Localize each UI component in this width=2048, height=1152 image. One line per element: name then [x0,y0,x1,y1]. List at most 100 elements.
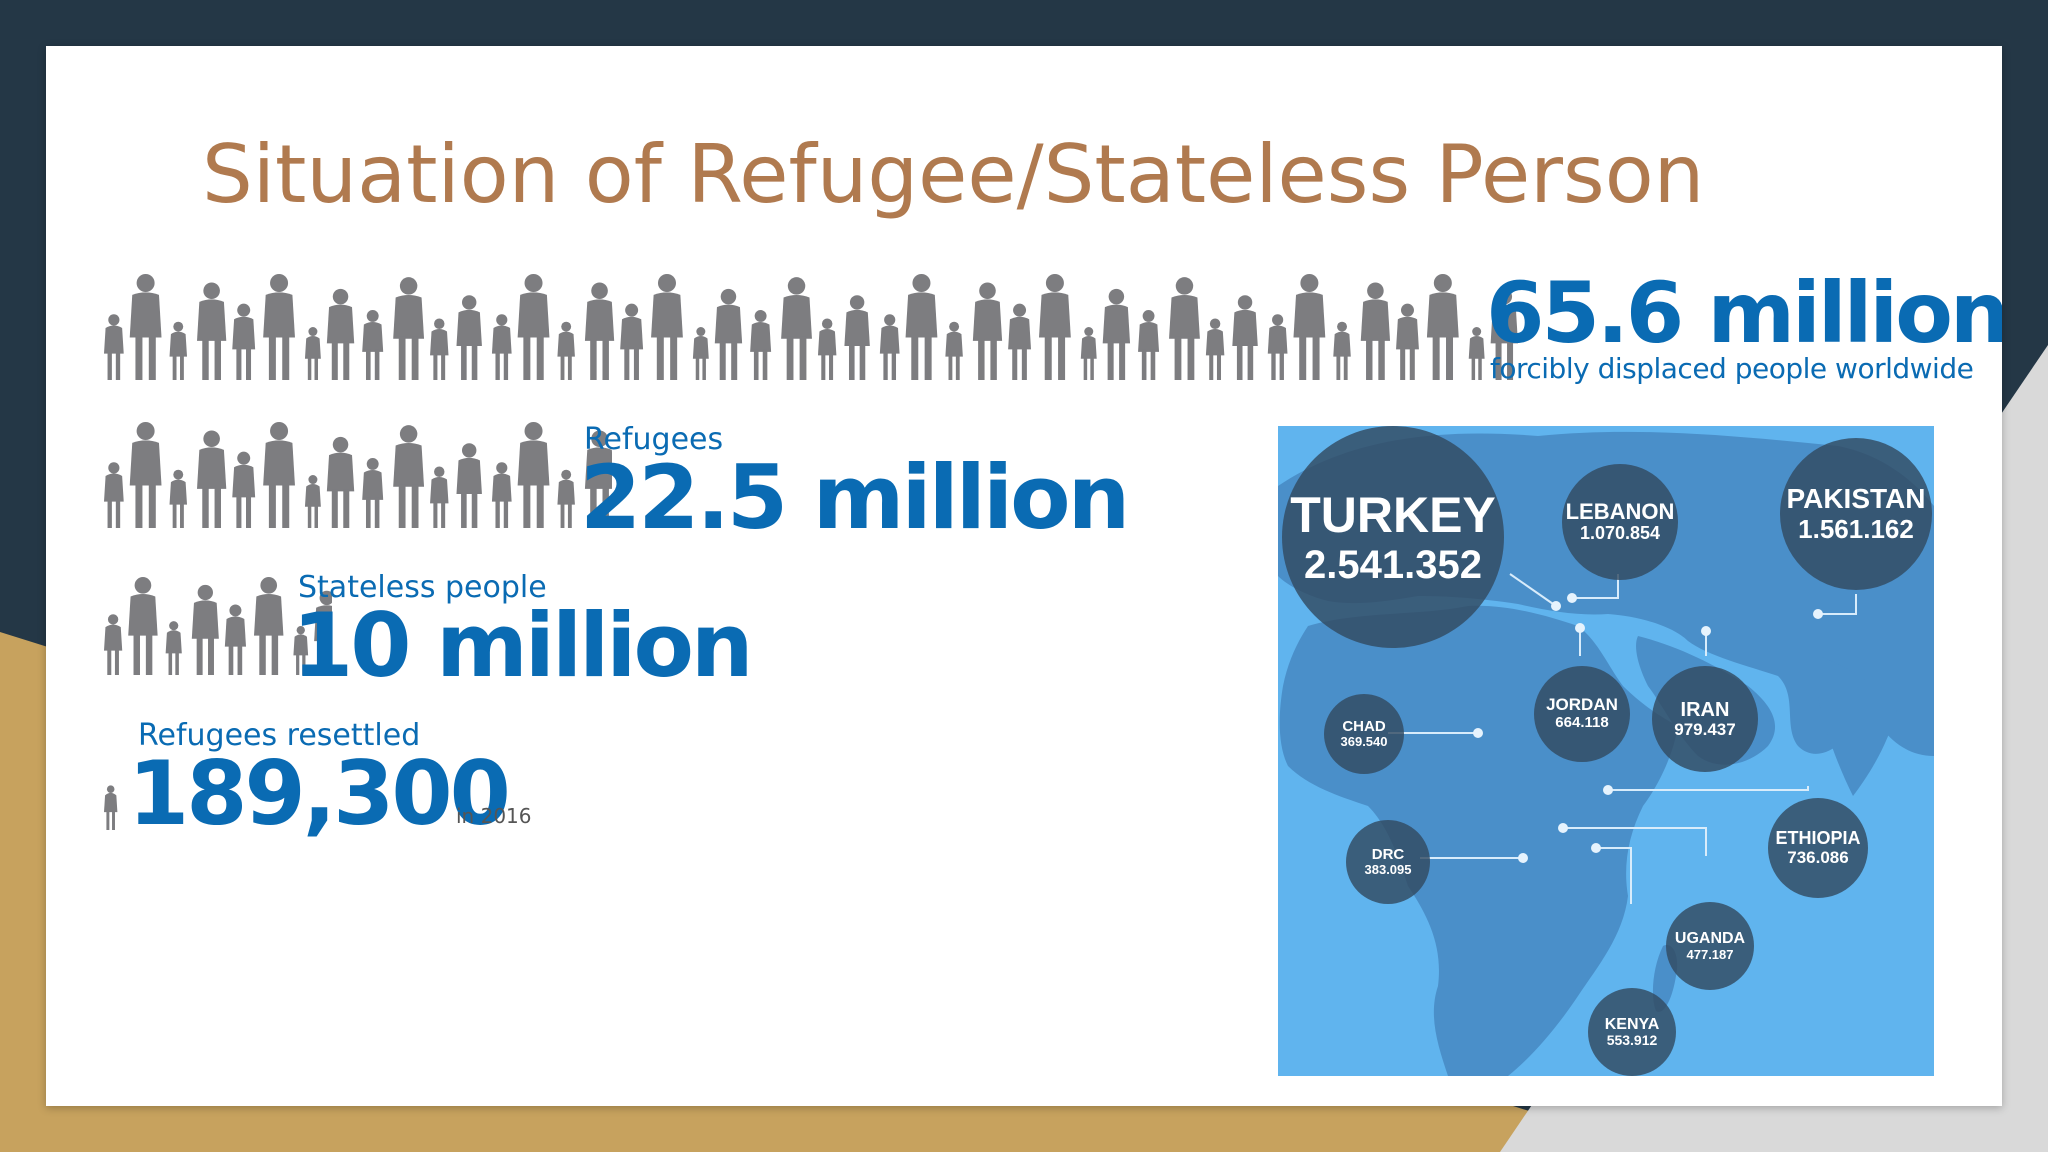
country-name: JORDAN [1546,695,1618,715]
person-silhouette-icon [169,469,188,528]
person-silhouette-icon [129,274,162,380]
person-silhouette-icon [326,436,355,528]
country-value: 553.912 [1606,1032,1658,1049]
refugees-value: 22.5 million [580,446,1130,549]
person-silhouette-icon [293,626,309,675]
country-name: IRAN [1680,698,1730,721]
person-silhouette-icon [362,310,384,380]
country-value: 383.095 [1364,862,1412,878]
country-bubble-ethiopia: ETHIOPIA 736.086 [1768,798,1868,898]
person-silhouette-icon [104,785,118,830]
country-value: 1.070.854 [1579,523,1661,544]
person-silhouette-icon [326,288,355,380]
person-silhouette-icon [584,430,612,528]
person-silhouette-icon [1039,274,1071,380]
person-silhouette-icon [1102,288,1131,380]
person-silhouette-icon [104,314,124,380]
person-silhouette-icon [1169,277,1200,380]
person-silhouette-icon [584,282,615,380]
stateless-label: Stateless people [298,570,547,605]
person-silhouette-icon [254,577,284,675]
person-silhouette-icon [263,274,295,380]
country-value: 477.187 [1686,946,1734,962]
person-silhouette-icon [129,422,162,528]
person-silhouette-icon [104,462,124,528]
country-name: UGANDA [1674,930,1746,948]
country-bubble-uganda: UGANDA 477.187 [1666,902,1754,990]
person-silhouette-icon [224,604,247,675]
person-silhouette-icon [1426,274,1459,380]
displaced-caption: forcibly displaced people worldwide [1490,352,1974,385]
people-silhouettes-row-3 [104,577,332,675]
country-name: DRC [1371,845,1405,863]
person-silhouette-icon [781,277,812,380]
person-silhouette-icon [197,430,227,528]
person-silhouette-icon [1205,318,1225,380]
person-silhouette-icon [1468,327,1485,380]
refugees-label: Refugees [584,422,724,457]
country-name: ETHIOPIA [1775,827,1861,848]
person-silhouette-icon [304,475,321,528]
person-silhouette-icon [491,462,512,528]
person-silhouette-icon [304,327,321,380]
person-silhouette-icon [945,321,963,380]
person-silhouette [104,785,118,830]
country-value: 736.086 [1787,847,1849,867]
person-silhouette-icon [972,282,1003,380]
person-silhouette-icon [651,274,683,380]
country-bubble-turkey: TURKEY 2.541.352 [1282,426,1504,648]
resettled-value: 189,300 [128,742,511,845]
person-silhouette-icon [197,282,227,380]
person-silhouette-icon [393,425,425,528]
person-silhouette-icon [1080,327,1097,380]
person-silhouette-icon [456,295,482,380]
person-silhouette-icon [128,577,158,675]
country-bubble-chad: CHAD 369.540 [1324,694,1404,774]
person-silhouette-icon [1490,288,1518,380]
person-silhouette-icon [517,422,550,528]
country-bubble-pakistan: PAKISTAN 1.561.162 [1780,438,1932,590]
person-silhouette-icon [517,274,550,380]
person-silhouette-icon [263,422,295,528]
person-silhouette-icon [620,303,644,380]
person-silhouette-icon [232,303,256,380]
person-silhouette-icon [314,590,332,675]
country-value: 2.541.352 [1304,542,1482,587]
person-silhouette-icon [1267,314,1288,380]
refugee-host-map: TURKEY 2.541.352 LEBANON 1.070.854 PAKIS… [1278,426,1934,1076]
people-silhouettes-row-2 [104,422,612,528]
people-silhouettes-row-1 [104,274,1518,380]
country-name: TURKEY [1290,486,1496,543]
country-value: 1.561.162 [1798,514,1914,545]
person-silhouette-icon [362,458,384,528]
resettled-suffix: in 2016 [456,804,532,828]
person-silhouette-icon [1232,295,1258,380]
person-silhouette-icon [104,614,123,675]
person-silhouette-icon [232,451,256,528]
country-name: LEBANON [1565,499,1675,524]
person-silhouette-icon [430,318,449,380]
slide: Situation of Refugee/Stateless Person 65… [46,46,2002,1106]
country-bubble-kenya: KENYA 553.912 [1588,988,1676,1076]
country-bubble-lebanon: LEBANON 1.070.854 [1562,464,1678,580]
person-silhouette-icon [1396,303,1419,380]
country-name: CHAD [1342,717,1386,735]
country-value: 369.540 [1340,734,1388,750]
person-silhouette-icon [557,321,575,380]
country-value: 979.437 [1674,719,1736,739]
person-silhouette-icon [750,310,772,380]
slide-title: Situation of Refugee/Stateless Person [202,128,1705,221]
person-silhouette-icon [1138,310,1160,380]
person-silhouette-icon [430,466,449,528]
person-silhouette-icon [844,295,870,380]
person-silhouette-icon [1333,321,1351,380]
displaced-value: 65.6 million [1486,264,2002,362]
country-name: KENYA [1604,1015,1660,1033]
country-bubble-iran: IRAN 979.437 [1652,666,1758,772]
person-silhouette-icon [491,314,512,380]
person-silhouette-icon [393,277,425,380]
country-bubble-drc: DRC 383.095 [1346,820,1430,904]
person-silhouette-icon [169,321,188,380]
person-silhouette-icon [1293,274,1326,380]
person-silhouette-icon [191,584,219,675]
